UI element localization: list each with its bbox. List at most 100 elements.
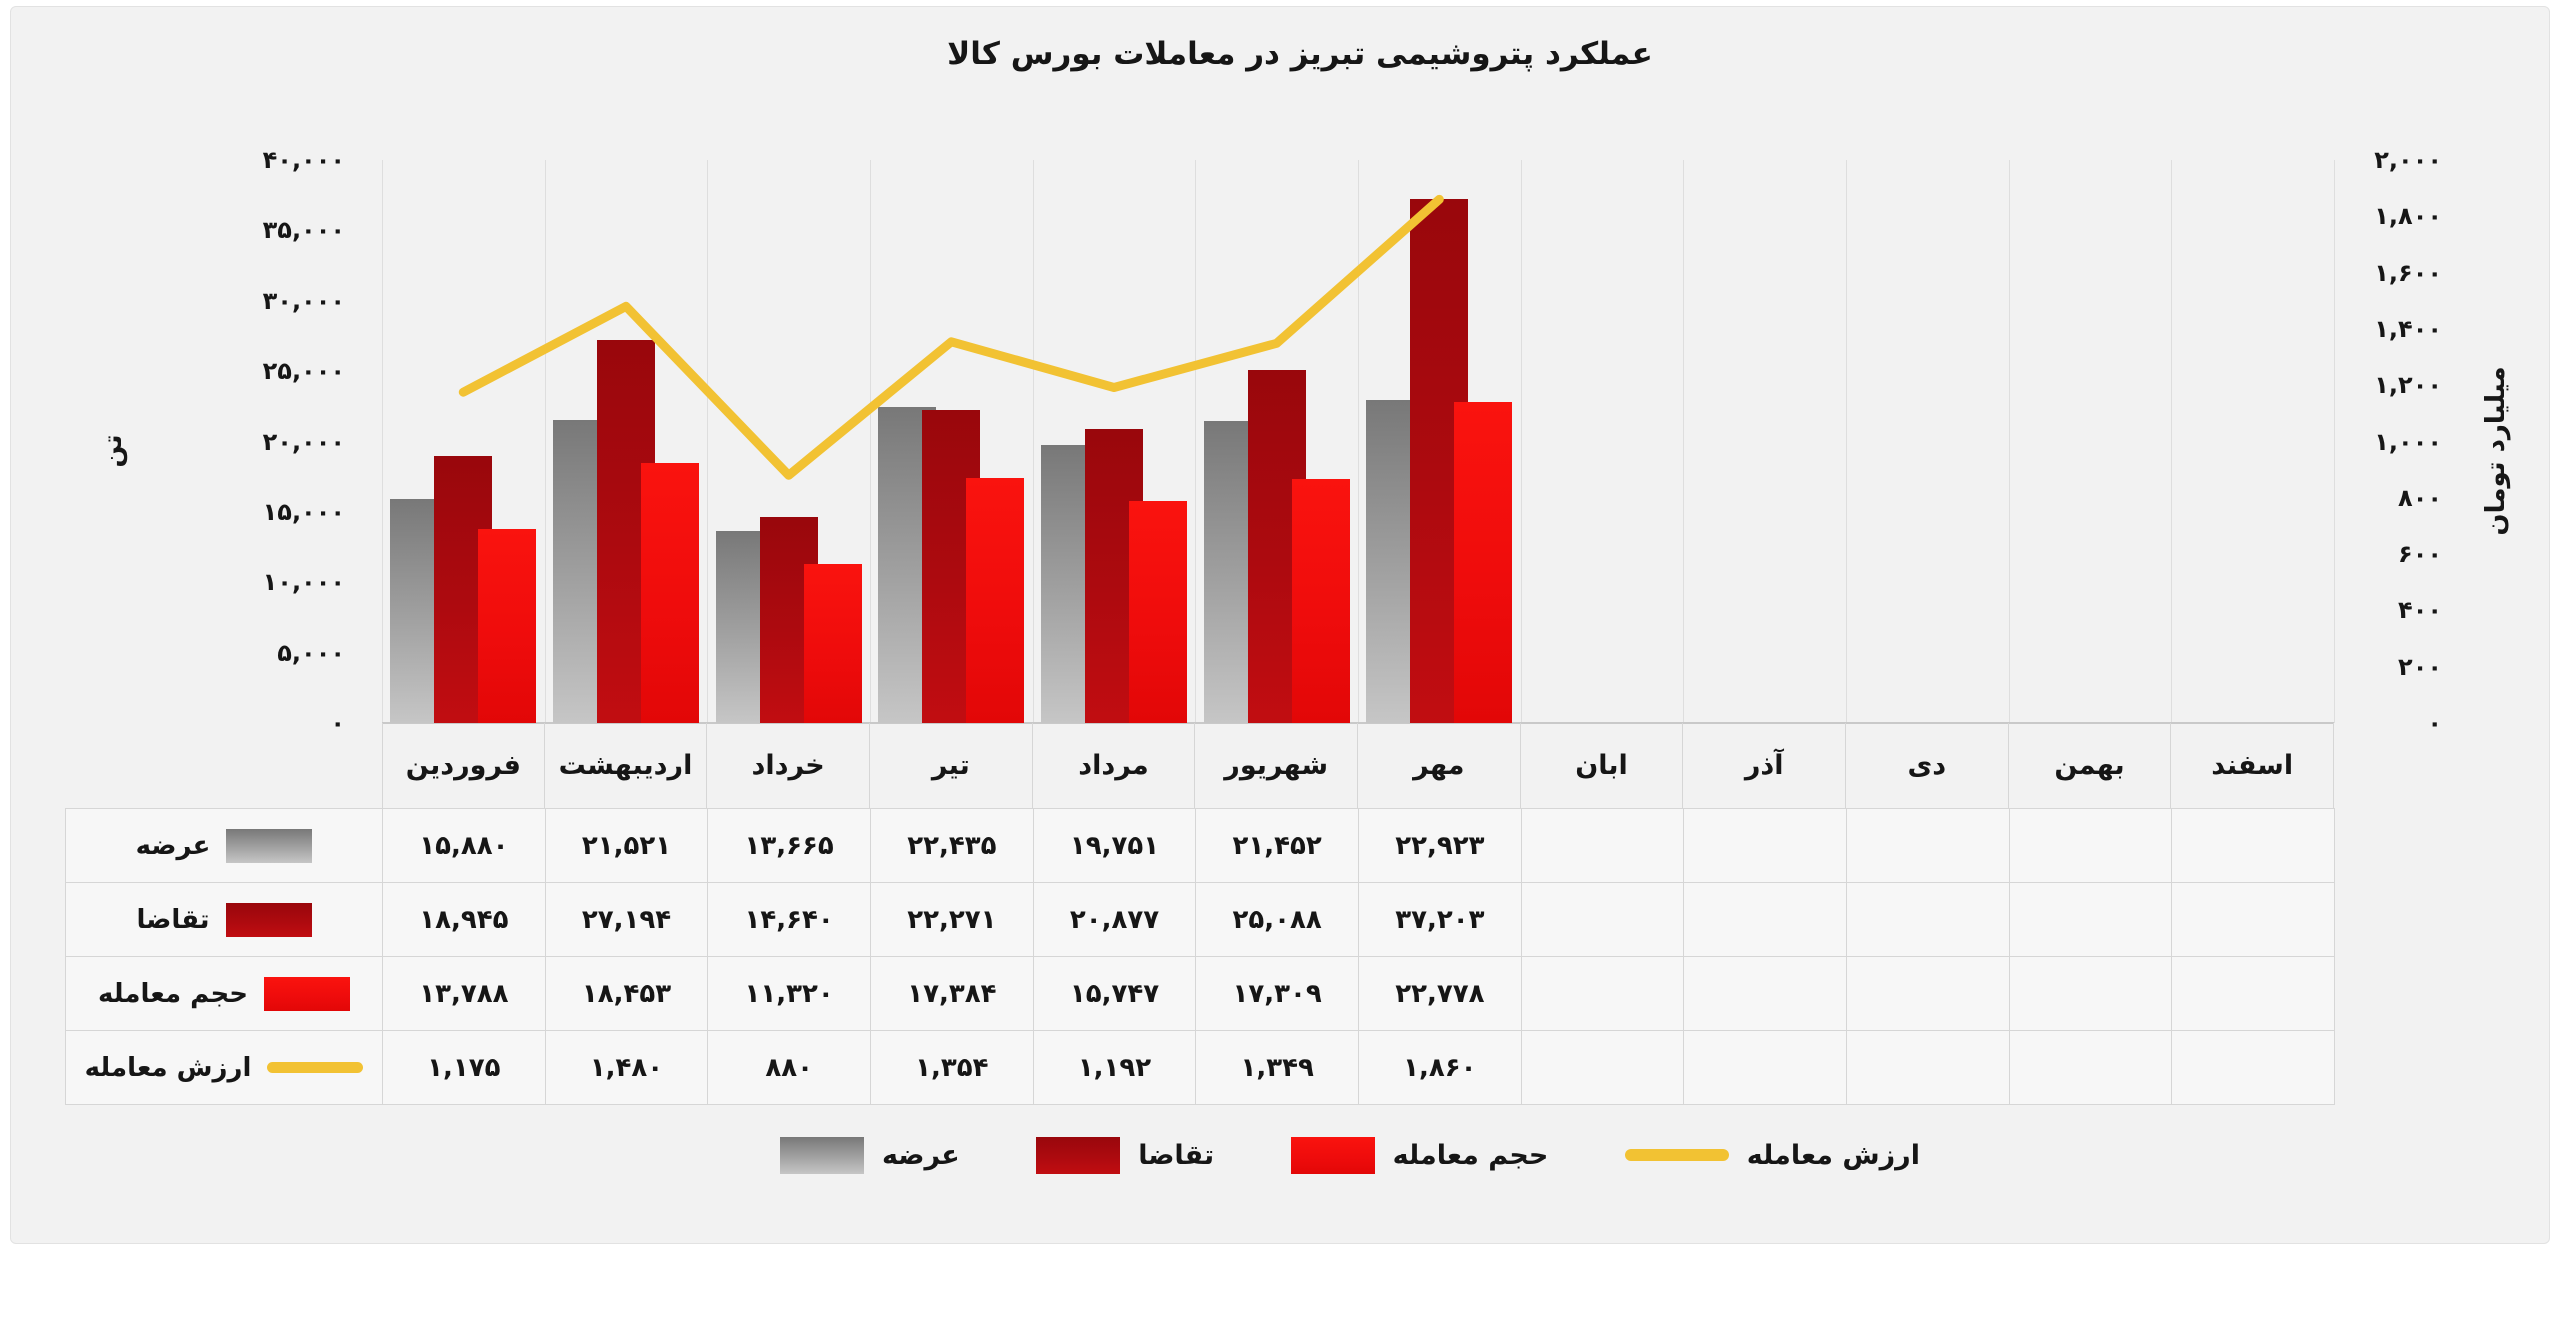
table-row-header: ارزش معامله bbox=[66, 1031, 383, 1105]
left-axis-tick: ۱۵,۰۰۰ bbox=[262, 497, 345, 526]
bar-volume bbox=[641, 463, 699, 723]
legend-label: حجم معامله bbox=[1392, 1139, 1549, 1171]
table-cell bbox=[2009, 1031, 2173, 1105]
legend-swatch-demand bbox=[1036, 1136, 1121, 1174]
table-cell: ۸۸۰ bbox=[708, 1031, 871, 1105]
table-cell: ۱۷,۳۰۹ bbox=[1196, 957, 1359, 1031]
month-label: ابان bbox=[1575, 750, 1628, 781]
x-axis-category: ابان bbox=[1521, 723, 1684, 808]
bar-volume bbox=[1129, 501, 1187, 723]
table-cell bbox=[2172, 957, 2335, 1031]
row-label: ارزش معامله bbox=[84, 1052, 252, 1083]
table-cell: ۲۵,۰۸۸ bbox=[1196, 883, 1359, 957]
table-cell: ۲۲,۴۳۵ bbox=[871, 809, 1034, 883]
table-cell: ۲۲,۷۷۸ bbox=[1359, 957, 1522, 1031]
table-cell: ۱۳,۷۸۸ bbox=[383, 957, 546, 1031]
table-cell bbox=[1521, 1031, 1685, 1105]
legend: عرضه تقاضا حجم معامله ارزش معامله bbox=[780, 1122, 1920, 1188]
x-axis-category: دی bbox=[1846, 723, 2009, 808]
x-axis-category: مرداد bbox=[1033, 723, 1196, 808]
table-cell bbox=[1847, 1031, 2010, 1105]
left-axis-tick: ۳۰,۰۰۰ bbox=[262, 286, 345, 315]
table-cell: ۱,۳۵۴ bbox=[871, 1031, 1034, 1105]
legend-item-value: ارزش معامله bbox=[1624, 1139, 1920, 1171]
month-label: شهریور bbox=[1224, 750, 1329, 781]
legend-swatch-volume bbox=[1290, 1136, 1375, 1174]
table-cell bbox=[1847, 957, 2010, 1031]
gridline bbox=[545, 160, 546, 723]
row-label: تقاضا bbox=[136, 904, 210, 935]
legend-item-supply: عرضه bbox=[780, 1136, 960, 1174]
table-cell bbox=[1684, 957, 1847, 1031]
month-label: آذر bbox=[1744, 750, 1784, 781]
month-label: مهر bbox=[1413, 750, 1465, 781]
gridline bbox=[1521, 160, 1522, 723]
left-axis-tick: ۲۵,۰۰۰ bbox=[262, 357, 345, 386]
right-axis-tick: ۱,۶۰۰ bbox=[2374, 258, 2442, 287]
table-cell: ۳۷,۲۰۳ bbox=[1359, 883, 1522, 957]
left-axis-tick: ۲۰,۰۰۰ bbox=[262, 427, 345, 456]
left-axis-tick: ۰ bbox=[330, 709, 345, 737]
x-axis-category: بهمن bbox=[2009, 723, 2172, 808]
table-cell bbox=[1684, 1031, 1847, 1105]
gridline bbox=[870, 160, 871, 723]
bar-volume bbox=[966, 478, 1024, 723]
table-cell: ۱۱,۳۲۰ bbox=[708, 957, 871, 1031]
row-swatch-supply bbox=[226, 828, 313, 863]
gridline bbox=[1846, 160, 1847, 723]
table-cell bbox=[1521, 883, 1685, 957]
month-label: بهمن bbox=[2054, 750, 2125, 781]
right-axis-title: میلیارد تومان bbox=[2481, 366, 2511, 536]
table-cell bbox=[2172, 1031, 2335, 1105]
legend-item-demand: تقاضا bbox=[1036, 1136, 1215, 1174]
row-swatch-demand bbox=[225, 902, 312, 937]
right-axis-tick: ۲۰۰ bbox=[2398, 652, 2442, 681]
right-axis-tick: ۰ bbox=[2427, 709, 2442, 737]
legend-item-volume: حجم معامله bbox=[1290, 1136, 1549, 1174]
right-axis-tick: ۴۰۰ bbox=[2398, 596, 2442, 625]
left-axis-tick: ۴۰,۰۰۰ bbox=[262, 146, 345, 174]
x-axis-category: تیر bbox=[870, 723, 1033, 808]
table-cell: ۲۷,۱۹۴ bbox=[545, 883, 709, 957]
table-cell bbox=[1847, 809, 2010, 883]
table-cell: ۱,۸۶۰ bbox=[1359, 1031, 1522, 1105]
table-cell bbox=[2009, 883, 2173, 957]
right-axis-tick: ۱,۲۰۰ bbox=[2374, 371, 2442, 400]
right-axis-tick: ۱,۸۰۰ bbox=[2374, 202, 2442, 231]
table-cell: ۱۷,۳۸۴ bbox=[871, 957, 1034, 1031]
x-axis-category: اسفند bbox=[2171, 723, 2334, 808]
table-cell: ۱۸,۴۵۳ bbox=[545, 957, 709, 1031]
bar-volume bbox=[1454, 402, 1512, 723]
table-cell bbox=[1521, 809, 1685, 883]
x-axis-category: فروردین bbox=[382, 723, 545, 808]
gridline bbox=[2009, 160, 2010, 723]
table-cell: ۲۱,۵۲۱ bbox=[545, 809, 709, 883]
x-axis-category: آذر bbox=[1683, 723, 1846, 808]
right-axis-tick: ۱,۰۰۰ bbox=[2374, 427, 2442, 456]
left-axis-tick: ۵,۰۰۰ bbox=[277, 638, 345, 667]
gridline bbox=[1033, 160, 1034, 723]
table-cell bbox=[1847, 883, 2010, 957]
table-cell: ۱۵,۷۴۷ bbox=[1033, 957, 1197, 1031]
legend-label: ارزش معامله bbox=[1746, 1139, 1920, 1171]
month-label: اردیبهشت bbox=[558, 750, 693, 781]
month-label: مرداد bbox=[1078, 750, 1149, 781]
x-axis-category: خرداد bbox=[707, 723, 870, 808]
right-axis-tick: ۱,۴۰۰ bbox=[2374, 314, 2442, 343]
row-label: عرضه bbox=[135, 830, 211, 861]
table-cell bbox=[2172, 883, 2335, 957]
legend-swatch-supply bbox=[780, 1136, 864, 1174]
table-cell: ۱۹,۷۵۱ bbox=[1033, 809, 1197, 883]
legend-label: عرضه bbox=[882, 1139, 960, 1171]
data-table: عرضه ۱۵,۸۸۰ ۲۱,۵۲۱ ۱۳,۶۶۵ ۲۲,۴۳۵ ۱۹,۷۵۱ ۲۱,۴۵۲… bbox=[65, 808, 2335, 1105]
table-cell: ۲۱,۴۵۲ bbox=[1196, 809, 1359, 883]
legend-label: تقاضا bbox=[1138, 1139, 1215, 1171]
table-cell: ۱۸,۹۴۵ bbox=[383, 883, 546, 957]
table-cell: ۱,۱۹۲ bbox=[1033, 1031, 1197, 1105]
right-axis-tick: ۶۰۰ bbox=[2398, 540, 2442, 569]
table-cell: ۱,۴۸۰ bbox=[545, 1031, 709, 1105]
table-cell: ۲۲,۹۲۳ bbox=[1359, 809, 1522, 883]
table-cell: ۱,۱۷۵ bbox=[383, 1031, 546, 1105]
month-label: خرداد bbox=[751, 750, 825, 781]
